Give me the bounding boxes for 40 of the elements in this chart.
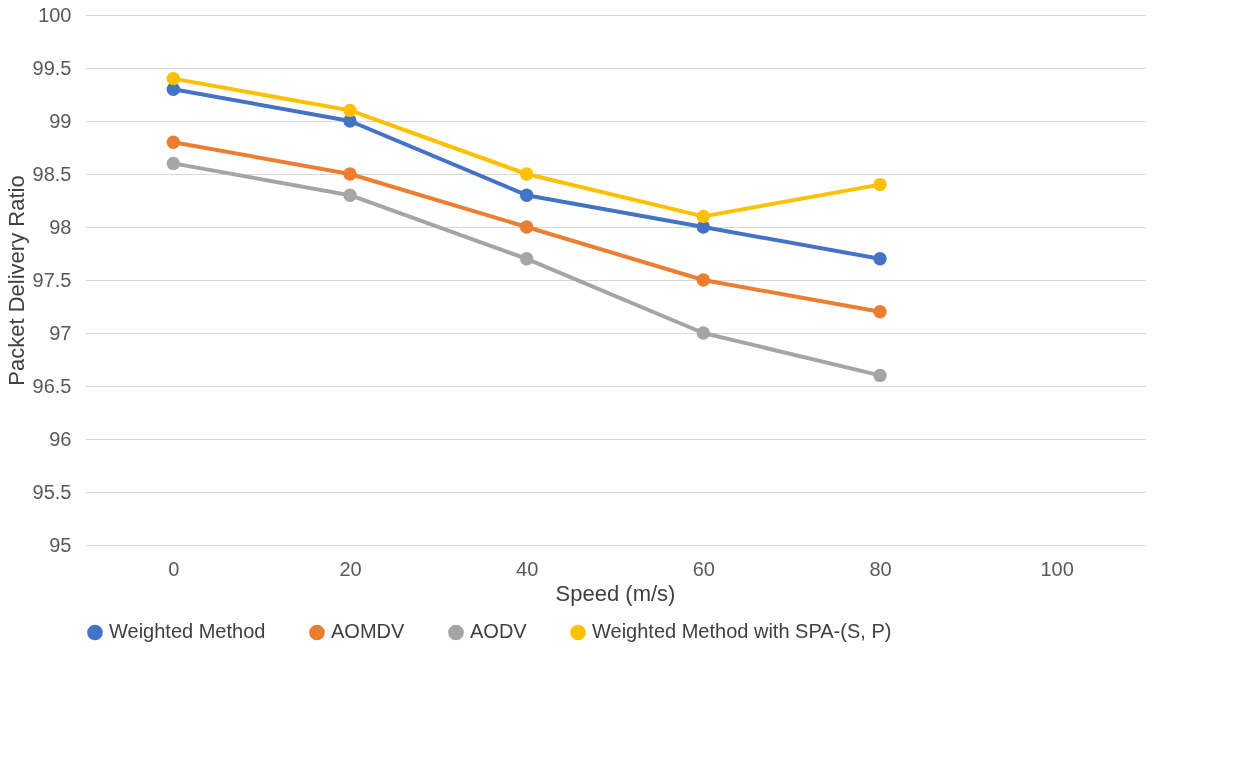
x-tick-label: 60	[692, 557, 715, 580]
point	[166, 71, 181, 86]
point	[519, 252, 534, 266]
y-tick-label: 95	[49, 533, 72, 556]
x-axis-title: Speed (m/s)	[555, 580, 676, 606]
legend-label: AODV	[470, 620, 528, 643]
x-tick-label: 80	[869, 557, 892, 580]
point	[519, 188, 534, 202]
y-tick-label: 96	[49, 427, 72, 450]
x-tick-label: 40	[516, 557, 539, 580]
x-tick-label: 100	[1040, 557, 1074, 580]
point	[696, 326, 711, 340]
point	[343, 188, 357, 202]
legend-label: AOMDV	[331, 620, 405, 643]
point	[873, 177, 887, 192]
y-tick-label: 98.5	[32, 162, 72, 185]
point	[166, 156, 181, 171]
y-tick-label: 97	[49, 321, 72, 344]
y-tick-label: 98	[49, 215, 72, 238]
point	[519, 167, 534, 181]
point	[696, 273, 711, 287]
y-tick-label: 97.5	[32, 268, 72, 291]
x-tick-label: 0	[168, 557, 180, 580]
x-tick-label: 20	[339, 557, 362, 580]
legend-label: Weighted Method with SPA-(S, P)	[592, 620, 892, 643]
point	[166, 135, 181, 149]
y-tick-label: 96.5	[32, 374, 72, 397]
point	[873, 252, 887, 266]
point	[343, 103, 357, 118]
y-tick-label: 99	[49, 109, 72, 132]
point	[873, 368, 887, 383]
point	[519, 220, 534, 234]
point	[343, 167, 357, 181]
y-axis-title: Packet Delivery Ratio	[3, 175, 29, 386]
point	[873, 305, 887, 319]
legend-label: Weighted Method	[109, 620, 266, 643]
y-tick-label: 95.5	[32, 480, 72, 503]
y-tick-label: 100	[38, 3, 72, 26]
point	[696, 209, 711, 224]
y-tick-label: 99.5	[32, 56, 72, 79]
